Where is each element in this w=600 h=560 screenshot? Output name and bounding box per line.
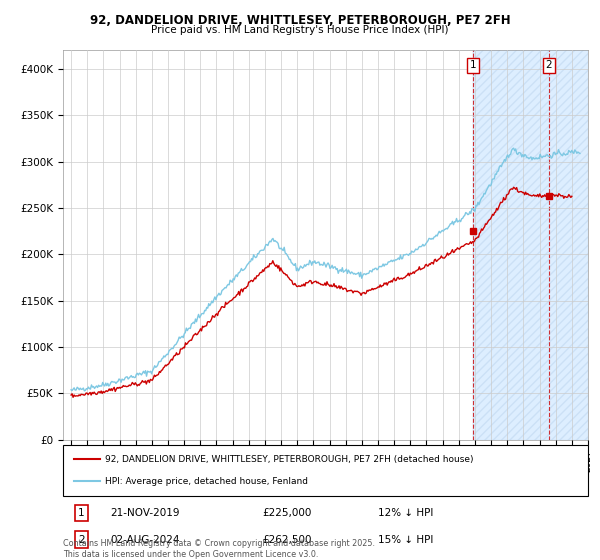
Text: 2: 2 [545,60,552,70]
Text: 1: 1 [78,508,85,518]
Text: £225,000: £225,000 [263,508,312,518]
Text: Price paid vs. HM Land Registry's House Price Index (HPI): Price paid vs. HM Land Registry's House … [151,25,449,35]
Text: Contains HM Land Registry data © Crown copyright and database right 2025.
This d: Contains HM Land Registry data © Crown c… [63,539,375,559]
Text: 92, DANDELION DRIVE, WHITTLESEY, PETERBOROUGH, PE7 2FH: 92, DANDELION DRIVE, WHITTLESEY, PETERBO… [89,14,511,27]
Text: £262,500: £262,500 [263,535,312,544]
Bar [473,50,588,440]
Text: 2: 2 [78,535,85,544]
Text: 21-NOV-2019: 21-NOV-2019 [110,508,180,518]
Text: 92, DANDELION DRIVE, WHITTLESEY, PETERBOROUGH, PE7 2FH (detached house): 92, DANDELION DRIVE, WHITTLESEY, PETERBO… [105,455,473,464]
Text: 12% ↓ HPI: 12% ↓ HPI [378,508,433,518]
Text: 1: 1 [470,60,476,70]
FancyBboxPatch shape [63,445,588,496]
Text: HPI: Average price, detached house, Fenland: HPI: Average price, detached house, Fenl… [105,477,308,486]
Text: 02-AUG-2024: 02-AUG-2024 [110,535,180,544]
Bar [473,50,588,440]
Text: 15% ↓ HPI: 15% ↓ HPI [378,535,433,544]
